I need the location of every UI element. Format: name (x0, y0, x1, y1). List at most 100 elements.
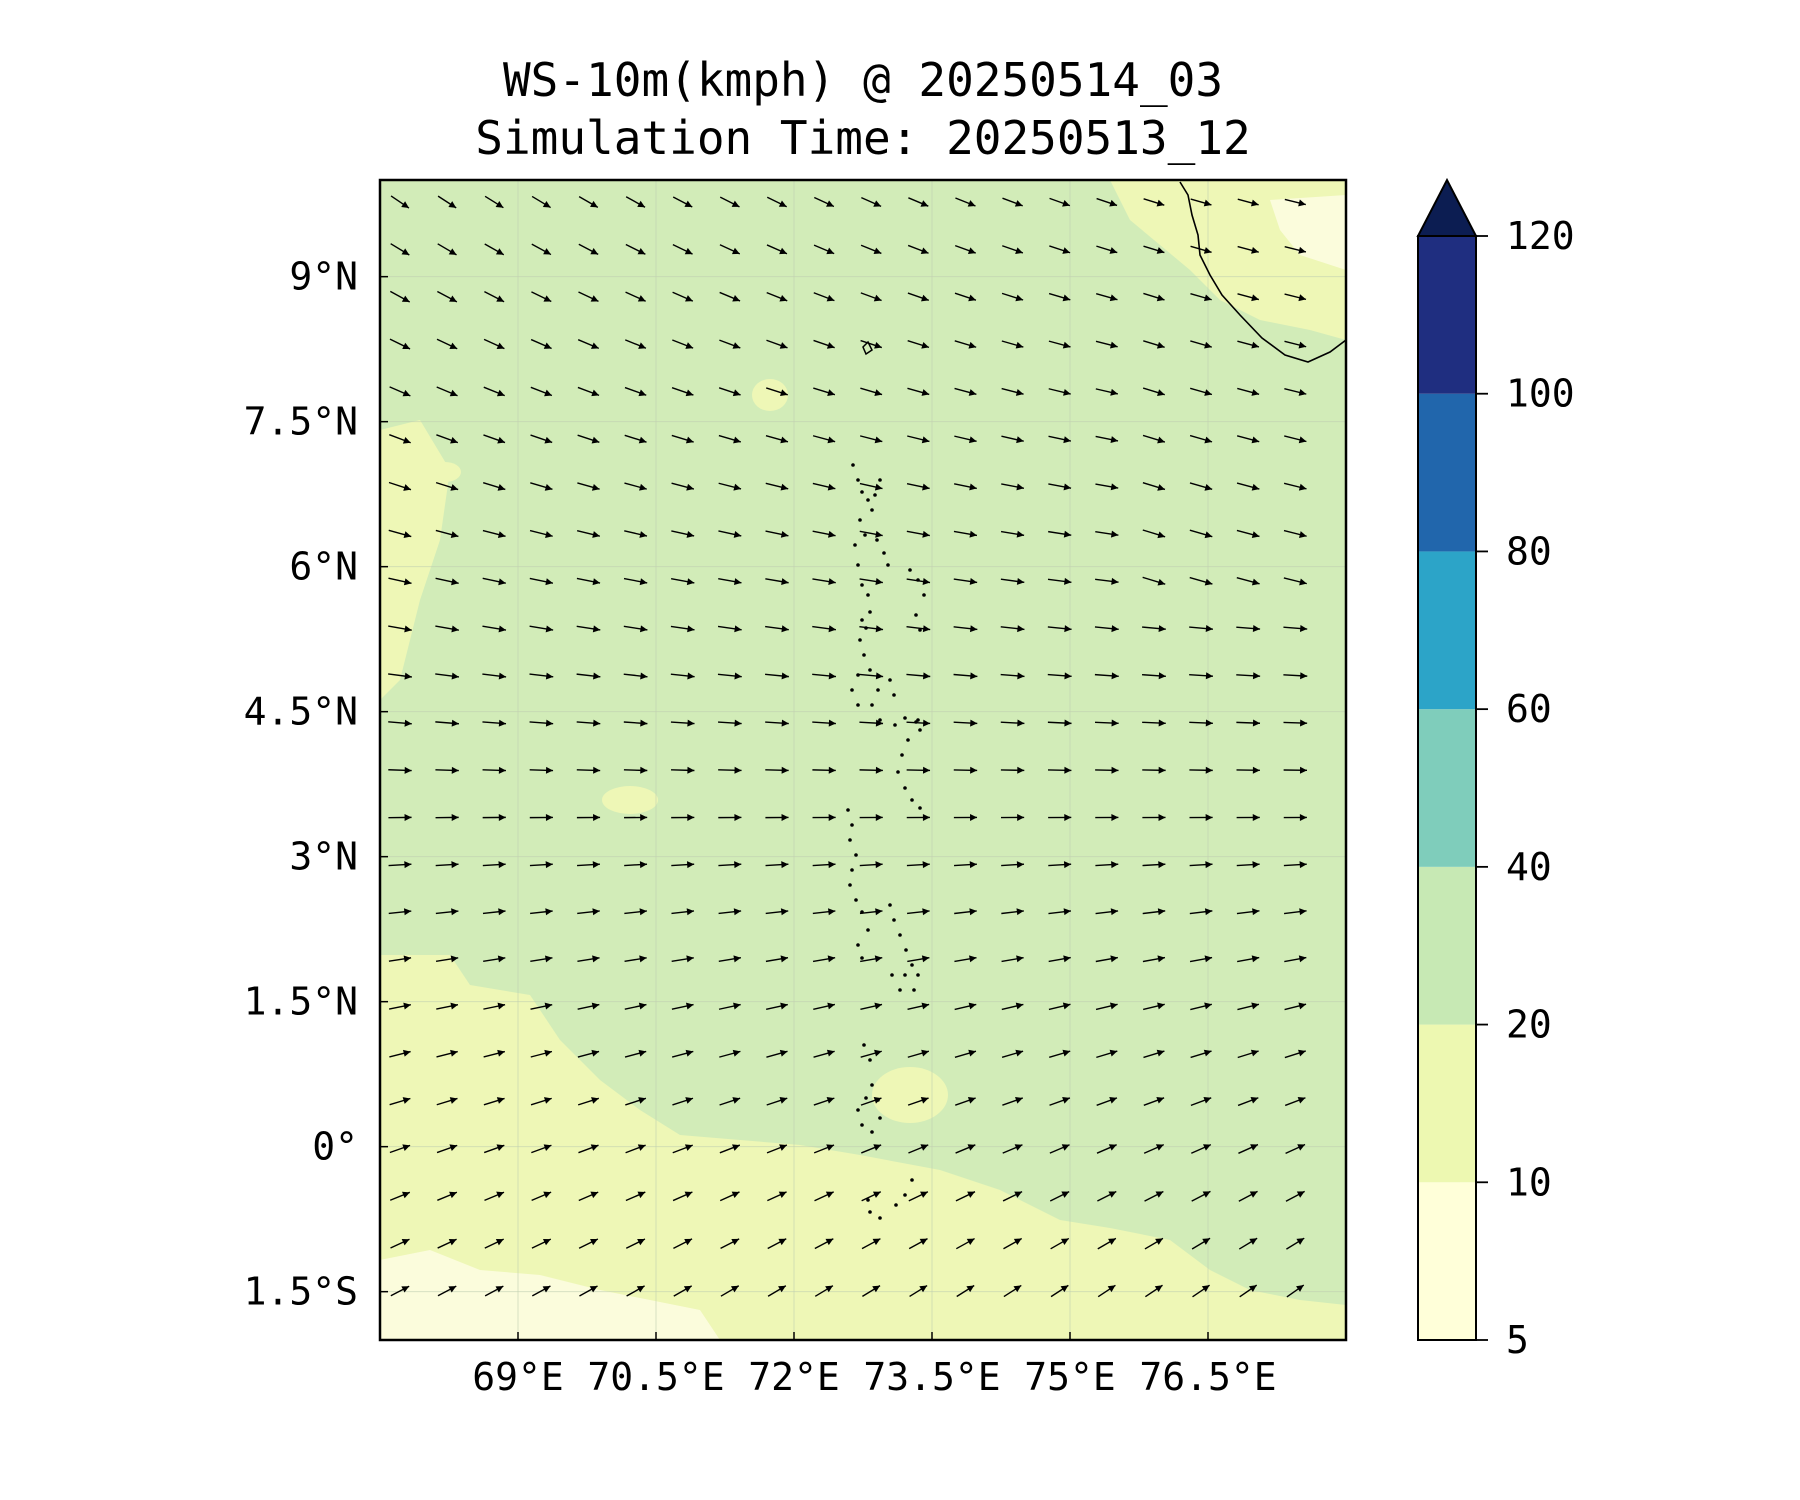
wind-arrow (1237, 245, 1259, 254)
wind-arrow (953, 813, 978, 821)
wind-arrow (483, 338, 505, 350)
wind-arrow (812, 435, 836, 444)
colorbar-segment (1418, 709, 1476, 867)
wind-arrow (671, 1002, 694, 1010)
island-dot (853, 543, 857, 547)
wind-arrow (906, 482, 930, 491)
wind-arrow (766, 244, 788, 255)
wind-arrow (812, 908, 836, 916)
wind-arrow (906, 672, 931, 680)
y-tick-label: 7.5°N (244, 400, 358, 444)
title-line-1: WS-10m(kmph) @ 20250514_03 (503, 53, 1223, 107)
wind-arrow (765, 482, 789, 491)
wind-arrow (767, 1238, 787, 1250)
wind-arrow (531, 195, 551, 209)
wind-arrow (953, 577, 978, 585)
wind-arrow (577, 339, 600, 350)
wind-arrow (1050, 1237, 1070, 1250)
island-dot (908, 568, 912, 572)
wind-arrow (859, 530, 883, 538)
x-tick-label: 76.5°E (1139, 1355, 1276, 1399)
wind-arrow (1191, 1237, 1211, 1250)
wind-arrow (483, 434, 506, 444)
calm-region-northeast (1270, 195, 1346, 270)
wind-arrow (814, 1285, 834, 1297)
colorbar-label: 60 (1506, 687, 1552, 731)
island-dot (848, 838, 852, 842)
wind-arrow (717, 672, 742, 680)
wind-arrow (529, 577, 554, 586)
wind-arrow (1003, 1237, 1023, 1250)
wind-arrow (388, 813, 412, 821)
wind-arrow (859, 908, 883, 916)
wind-arrow (859, 813, 883, 821)
wind-arrow (1189, 529, 1213, 539)
wind-arrow (812, 530, 836, 538)
wind-arrow (576, 625, 601, 633)
wind-arrow (1237, 1002, 1260, 1011)
island-dot (912, 988, 916, 992)
island-dot (888, 678, 892, 682)
wind-arrow (623, 719, 648, 727)
wind-arrow (812, 482, 836, 491)
wind-arrow (1095, 766, 1119, 774)
wind-arrow (1189, 434, 1213, 444)
island-dot (906, 738, 910, 742)
wind-arrow (1048, 530, 1072, 538)
wind-arrow (437, 1238, 457, 1249)
wind-arrow (1236, 529, 1260, 539)
wind-arrow (1048, 1002, 1071, 1011)
wind-vectors (388, 195, 1308, 1298)
wind-arrow (388, 908, 412, 916)
wind-arrow (671, 813, 695, 821)
wind-arrow (624, 1002, 647, 1010)
wind-arrow (1095, 908, 1119, 916)
y-axis: 9°N 7.5°N 6°N 4.5°N 3°N 1.5°N 0° 1.5°S (244, 255, 388, 1314)
wind-arrow (1000, 766, 1025, 774)
wind-arrow (1237, 293, 1260, 302)
wind-arrow (813, 387, 836, 396)
wind-arrow (671, 955, 694, 963)
wind-arrow (1141, 672, 1166, 680)
wind-arrow (671, 766, 695, 774)
y-tick-label: 3°N (289, 835, 358, 879)
wind-arrow (1284, 955, 1307, 963)
wind-arrow (907, 340, 930, 349)
wind-arrow (813, 1049, 835, 1058)
wind-arrow (1286, 1284, 1305, 1298)
wind-arrow (1284, 1049, 1306, 1059)
wind-arrow (578, 1191, 599, 1202)
island-dot (856, 703, 860, 707)
wind-arrow (577, 482, 600, 491)
wind-arrow (1237, 955, 1260, 963)
wind-arrow (390, 195, 410, 209)
wind-arrow (482, 719, 507, 727)
wind-arrow (1001, 483, 1025, 491)
wind-arrow (765, 766, 789, 774)
wind-arrow (765, 625, 789, 633)
wind-arrow (1097, 1237, 1117, 1250)
wind-arrow (1143, 198, 1165, 207)
wind-arrow (813, 1002, 836, 1010)
wind-arrow (1283, 672, 1308, 680)
wind-arrow (859, 482, 883, 491)
wind-arrow (719, 339, 741, 349)
wind-arrow (389, 1097, 411, 1106)
wind-arrow (1238, 1237, 1258, 1250)
wind-arrow (437, 1285, 457, 1297)
wind-arrow (1095, 955, 1118, 963)
wind-arrow (576, 813, 601, 821)
island-dot (860, 618, 864, 622)
wind-arrow (530, 908, 553, 916)
wind-arrow (861, 1238, 881, 1250)
india-west-coast (1179, 181, 1346, 363)
island-dot (896, 770, 900, 774)
low-wind-field (380, 180, 1346, 1340)
x-tick-label: 73.5°E (863, 1355, 1000, 1399)
wind-arrow (860, 244, 882, 255)
wind-arrow (954, 1049, 977, 1058)
wind-arrow (576, 577, 601, 586)
wind-arrow (907, 908, 930, 916)
wind-arrow (719, 291, 741, 302)
wind-arrow (812, 861, 836, 869)
